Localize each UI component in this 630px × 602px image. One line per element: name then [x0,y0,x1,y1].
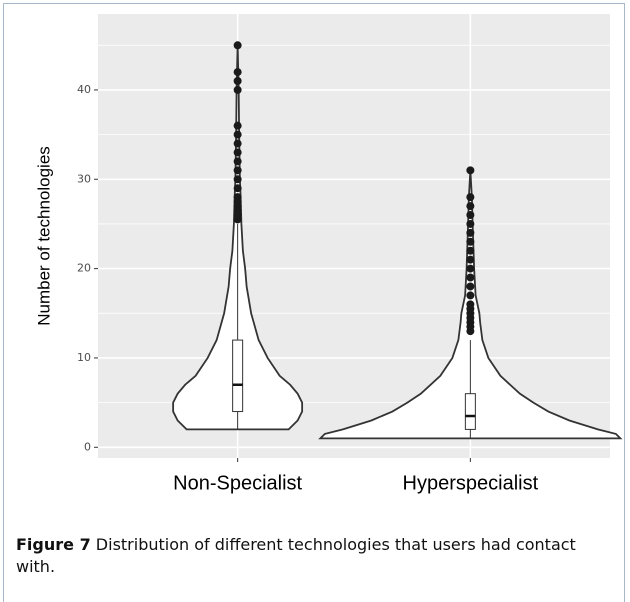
y-tick-label: 20 [77,262,91,275]
outlier [466,264,475,273]
outlier [466,219,475,228]
outlier [233,175,242,184]
box [464,393,476,430]
outlier [233,85,242,94]
y-tick-label: 30 [77,172,91,185]
caption: Figure 7 Distribution of different techn… [16,534,616,578]
y-tick-label: 40 [77,83,91,96]
outlier [233,121,242,130]
x-tick-label: Hyperspecialist [403,472,539,494]
outlier [466,282,475,291]
outlier [466,166,475,175]
outlier [466,193,475,202]
outlier [466,228,475,237]
outlier [466,246,475,255]
y-axis-label: Number of technologies [34,146,53,326]
outlier [466,211,475,220]
outlier [233,193,242,202]
box [232,339,244,413]
outlier [233,166,242,175]
outlier [233,184,242,193]
outlier [233,77,242,86]
y-tick-label: 0 [84,440,91,453]
outlier [233,41,242,50]
outlier [466,237,475,246]
outlier [466,300,475,309]
y-tick-label: 10 [77,351,91,364]
outlier [466,255,475,264]
caption-label: Figure 7 [16,535,91,554]
outlier [233,139,242,148]
outlier [233,148,242,157]
caption-text: Distribution of different technologies t… [16,535,576,576]
outlier [466,291,475,300]
x-tick-label: Non-Specialist [173,472,302,494]
outlier [466,202,475,211]
figure-frame [3,3,625,602]
chart: Number of technologies 0 10 20 30 40 Non-Spec… [34,14,623,494]
outlier [233,130,242,139]
outlier [233,68,242,77]
panel [98,14,610,458]
outlier [233,157,242,166]
outlier [466,273,475,282]
